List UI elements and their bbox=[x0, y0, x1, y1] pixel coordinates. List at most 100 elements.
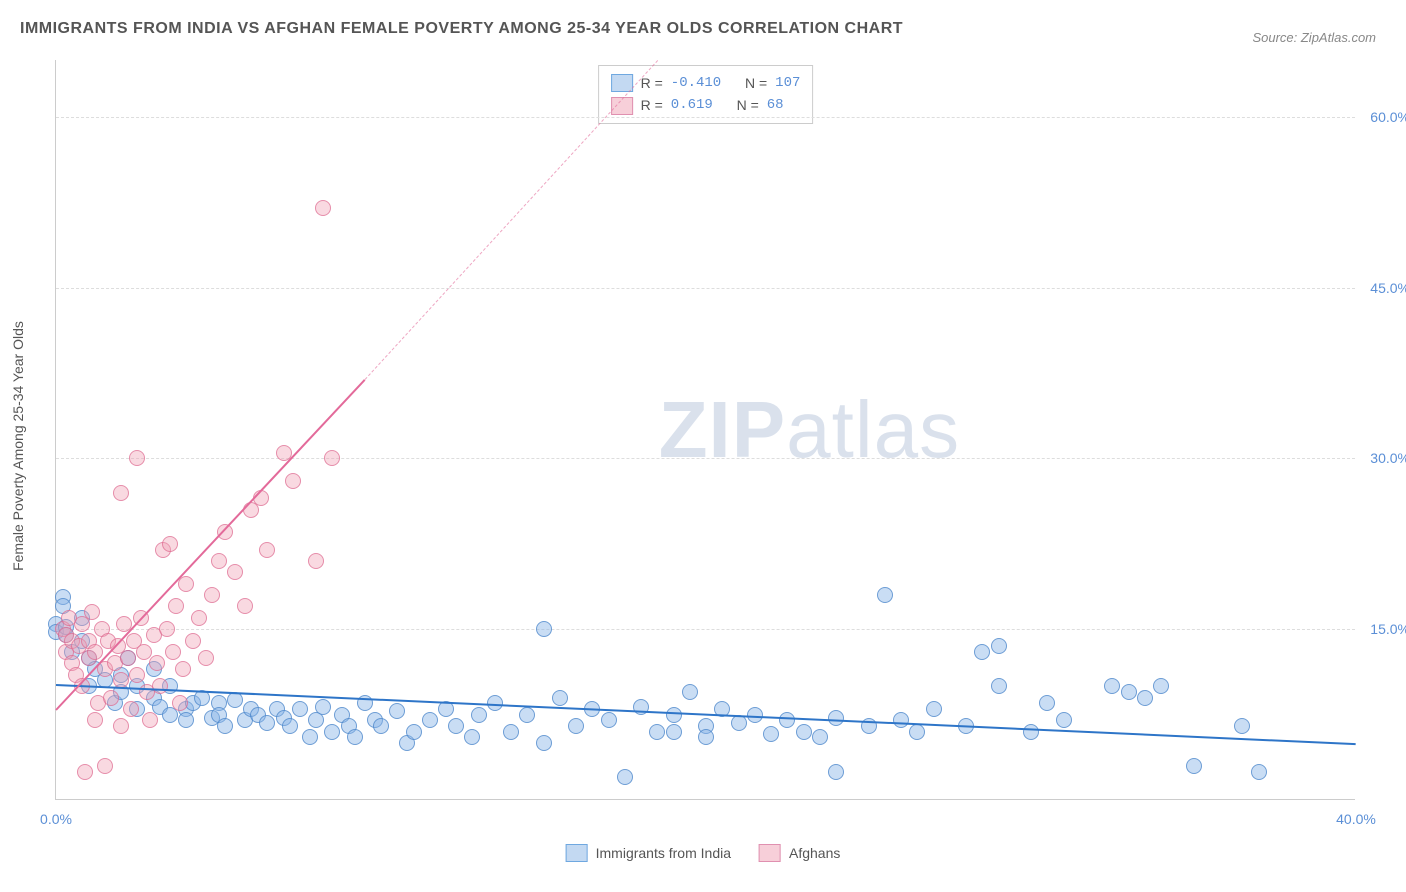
data-point bbox=[1137, 690, 1153, 706]
data-point bbox=[464, 729, 480, 745]
data-point bbox=[1039, 695, 1055, 711]
data-point bbox=[149, 655, 165, 671]
plot-area: ZIPatlas R = -0.410 N = 107 R = 0.619 N … bbox=[55, 60, 1355, 800]
x-tick-label: 0.0% bbox=[40, 811, 72, 827]
data-point bbox=[828, 710, 844, 726]
n-label: N = bbox=[745, 72, 767, 94]
data-point bbox=[87, 644, 103, 660]
data-point bbox=[568, 718, 584, 734]
data-point bbox=[315, 699, 331, 715]
data-point bbox=[204, 587, 220, 603]
data-point bbox=[113, 485, 129, 501]
data-point bbox=[991, 638, 1007, 654]
data-point bbox=[217, 718, 233, 734]
data-point bbox=[617, 769, 633, 785]
data-point bbox=[448, 718, 464, 734]
legend-label-afghans: Afghans bbox=[789, 845, 840, 861]
data-point bbox=[259, 542, 275, 558]
data-point bbox=[172, 695, 188, 711]
data-point bbox=[292, 701, 308, 717]
x-tick-label: 40.0% bbox=[1336, 811, 1376, 827]
data-point bbox=[159, 621, 175, 637]
data-point bbox=[796, 724, 812, 740]
data-point bbox=[877, 587, 893, 603]
data-point bbox=[389, 703, 405, 719]
data-point bbox=[536, 621, 552, 637]
data-point bbox=[909, 724, 925, 740]
data-point bbox=[601, 712, 617, 728]
data-point bbox=[666, 707, 682, 723]
data-point bbox=[178, 712, 194, 728]
n-value-pink: 68 bbox=[767, 94, 784, 116]
data-point bbox=[97, 758, 113, 774]
data-point bbox=[779, 712, 795, 728]
y-axis-title: Female Poverty Among 25-34 Year Olds bbox=[10, 321, 26, 571]
data-point bbox=[519, 707, 535, 723]
data-point bbox=[162, 536, 178, 552]
data-point bbox=[552, 690, 568, 706]
data-point bbox=[211, 553, 227, 569]
data-point bbox=[471, 707, 487, 723]
trend-line bbox=[364, 60, 657, 379]
legend-item-india: Immigrants from India bbox=[566, 844, 731, 862]
data-point bbox=[1056, 712, 1072, 728]
legend-row-blue: R = -0.410 N = 107 bbox=[611, 72, 801, 94]
data-point bbox=[168, 598, 184, 614]
data-point bbox=[103, 690, 119, 706]
data-point bbox=[77, 764, 93, 780]
data-point bbox=[373, 718, 389, 734]
data-point bbox=[503, 724, 519, 740]
y-tick-label: 30.0% bbox=[1370, 450, 1406, 466]
data-point bbox=[649, 724, 665, 740]
data-point bbox=[347, 729, 363, 745]
data-point bbox=[282, 718, 298, 734]
r-value-pink: 0.619 bbox=[671, 94, 713, 116]
swatch-pink-icon bbox=[759, 844, 781, 862]
data-point bbox=[324, 450, 340, 466]
y-tick-label: 60.0% bbox=[1370, 109, 1406, 125]
y-tick-label: 15.0% bbox=[1370, 621, 1406, 637]
data-point bbox=[1121, 684, 1137, 700]
data-point bbox=[259, 715, 275, 731]
data-point bbox=[129, 667, 145, 683]
data-point bbox=[422, 712, 438, 728]
legend-row-pink: R = 0.619 N = 68 bbox=[611, 94, 801, 116]
data-point bbox=[698, 729, 714, 745]
data-point bbox=[198, 650, 214, 666]
y-tick-label: 45.0% bbox=[1370, 280, 1406, 296]
gridline bbox=[56, 117, 1355, 118]
n-label: N = bbox=[737, 94, 759, 116]
data-point bbox=[237, 598, 253, 614]
data-point bbox=[315, 200, 331, 216]
data-point bbox=[893, 712, 909, 728]
data-point bbox=[285, 473, 301, 489]
data-point bbox=[536, 735, 552, 751]
watermark-bold: ZIP bbox=[659, 385, 786, 474]
data-point bbox=[828, 764, 844, 780]
data-point bbox=[1023, 724, 1039, 740]
data-point bbox=[152, 678, 168, 694]
gridline bbox=[56, 288, 1355, 289]
legend-label-india: Immigrants from India bbox=[596, 845, 731, 861]
series-legend: Immigrants from India Afghans bbox=[566, 844, 841, 862]
data-point bbox=[87, 712, 103, 728]
data-point bbox=[185, 633, 201, 649]
data-point bbox=[302, 729, 318, 745]
n-value-blue: 107 bbox=[775, 72, 800, 94]
data-point bbox=[165, 644, 181, 660]
data-point bbox=[666, 724, 682, 740]
data-point bbox=[324, 724, 340, 740]
swatch-blue-icon bbox=[566, 844, 588, 862]
gridline bbox=[56, 458, 1355, 459]
data-point bbox=[113, 718, 129, 734]
correlation-legend: R = -0.410 N = 107 R = 0.619 N = 68 bbox=[598, 65, 814, 124]
data-point bbox=[682, 684, 698, 700]
data-point bbox=[120, 650, 136, 666]
data-point bbox=[227, 564, 243, 580]
data-point bbox=[1153, 678, 1169, 694]
data-point bbox=[1251, 764, 1267, 780]
data-point bbox=[191, 610, 207, 626]
data-point bbox=[763, 726, 779, 742]
r-label: R = bbox=[641, 94, 663, 116]
data-point bbox=[129, 450, 145, 466]
